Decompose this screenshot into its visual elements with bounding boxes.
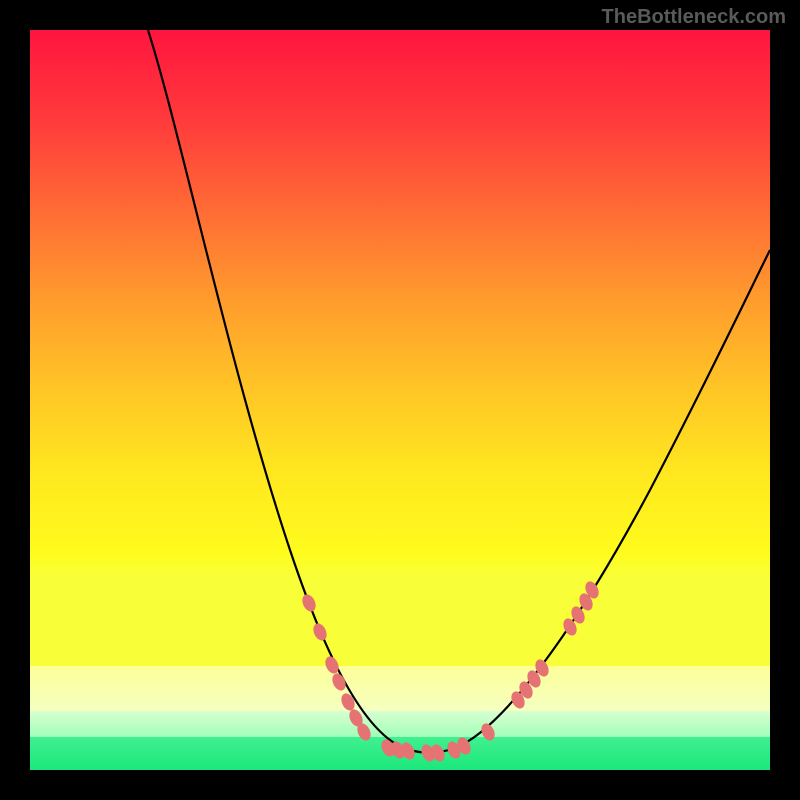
marker-group <box>300 579 601 763</box>
curve-marker <box>300 592 318 613</box>
curve-marker <box>311 621 329 642</box>
plot-area <box>30 30 770 770</box>
bottleneck-curve <box>148 30 770 753</box>
watermark-text: TheBottleneck.com <box>602 6 786 29</box>
chart-svg <box>30 30 770 770</box>
